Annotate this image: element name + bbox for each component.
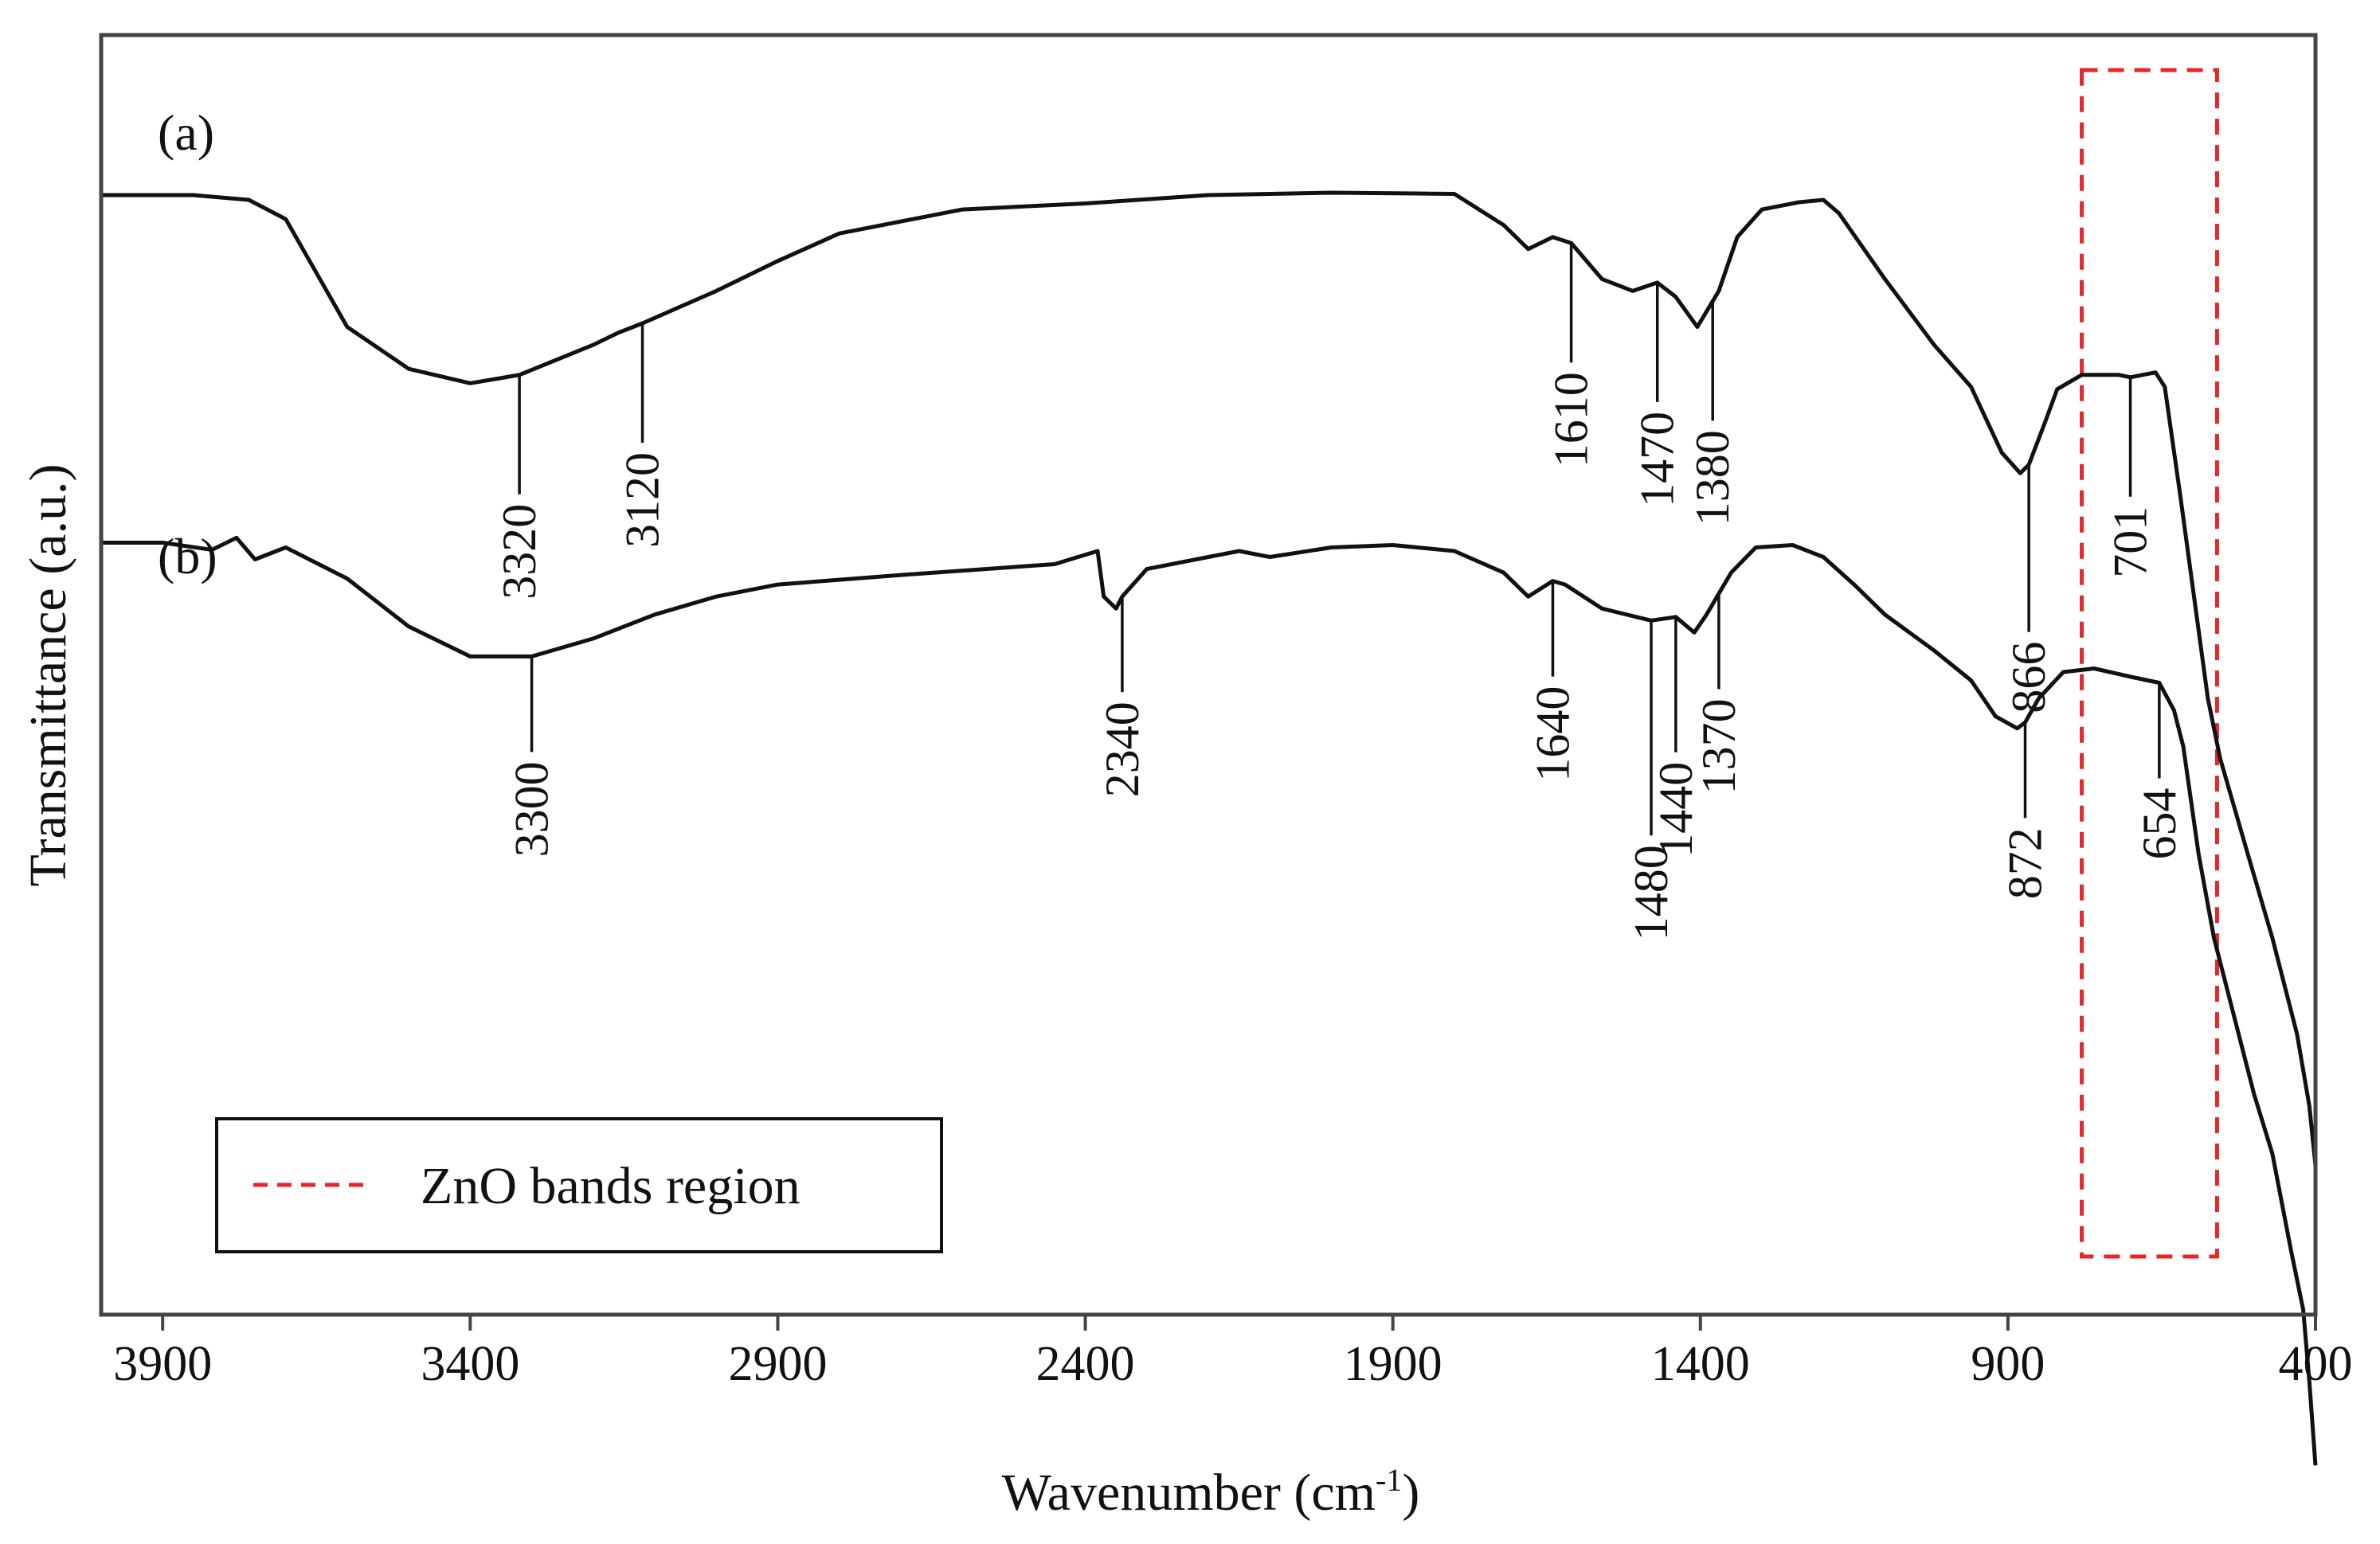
legend: ZnO bands region bbox=[215, 1117, 943, 1253]
x-tick-label-2900: 2900 bbox=[728, 1337, 827, 1391]
peak-label-872: 872 bbox=[1999, 827, 2052, 899]
series-b-line bbox=[101, 535, 2318, 1466]
peak-label-3320: 3320 bbox=[493, 504, 546, 600]
x-axis-title-main: Wavenumber (cm bbox=[1002, 1464, 1376, 1522]
x-tick-label-1400: 1400 bbox=[1651, 1337, 1750, 1391]
x-axis-title-superscript: -1 bbox=[1376, 1462, 1402, 1498]
x-axis-title: Wavenumber (cm-1) bbox=[1002, 1462, 1420, 1522]
peak-layer: 3320 3120 1610 1470 1380 866 701 3300 2340 1640 14… bbox=[493, 243, 2186, 940]
series-a-line bbox=[101, 190, 2318, 1167]
highlight-layer bbox=[2080, 68, 2219, 1259]
x-axis-title-suffix: ) bbox=[1402, 1464, 1419, 1522]
peak-label-1480: 1480 bbox=[1625, 845, 1677, 940]
peak-label-1380: 1380 bbox=[1686, 430, 1739, 526]
peak-label-701: 701 bbox=[2104, 506, 2157, 578]
legend-label: ZnO bands region bbox=[421, 1157, 801, 1215]
peak-label-1440: 1440 bbox=[1650, 762, 1702, 858]
peak-label-866: 866 bbox=[2002, 642, 2055, 713]
x-tick-label-3400: 3400 bbox=[421, 1337, 519, 1391]
zno-region-box bbox=[2080, 68, 2219, 1259]
series-layer bbox=[101, 190, 2318, 1466]
peak-label-3300: 3300 bbox=[506, 761, 558, 857]
x-tick-label-1900: 1900 bbox=[1344, 1337, 1442, 1391]
peak-label-3120: 3120 bbox=[617, 452, 669, 548]
x-tick-label-900: 900 bbox=[1971, 1337, 2045, 1391]
peak-label-1370: 1370 bbox=[1693, 698, 1745, 794]
peak-label-2340: 2340 bbox=[1096, 702, 1149, 797]
peak-label-1470: 1470 bbox=[1631, 412, 1684, 507]
x-tick-label-2400: 2400 bbox=[1036, 1337, 1135, 1391]
x-axis-ticks: 3900 3400 2900 2400 1900 1400 900 400 bbox=[113, 1315, 2353, 1391]
peak-label-1640: 1640 bbox=[1526, 686, 1579, 782]
peak-label-654: 654 bbox=[2133, 788, 2186, 860]
y-axis-title: Transmittance (a.u.) bbox=[19, 464, 77, 887]
series-b-label: (b) bbox=[158, 528, 217, 584]
peak-label-1610: 1610 bbox=[1545, 372, 1598, 467]
plot-frame bbox=[99, 33, 2318, 1317]
x-tick-label-400: 400 bbox=[2279, 1337, 2353, 1391]
x-tick-label-3900: 3900 bbox=[113, 1337, 212, 1391]
series-a-label: (a) bbox=[158, 104, 214, 161]
